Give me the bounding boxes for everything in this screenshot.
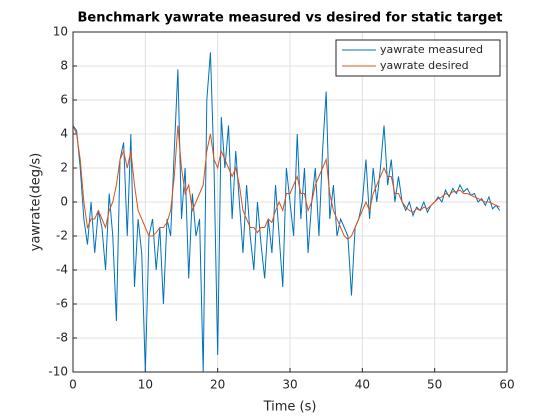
- y-tick-label: -2: [56, 229, 68, 243]
- x-tick-label: 0: [69, 378, 77, 392]
- x-tick-label: 10: [138, 378, 153, 392]
- y-tick-label: 4: [60, 127, 68, 141]
- data-line: [72, 125, 500, 241]
- y-tick-label: 10: [53, 25, 68, 39]
- x-tick-label: 60: [499, 378, 514, 392]
- data-line: [72, 52, 501, 373]
- y-tick-label: 2: [60, 161, 68, 175]
- legend-label: yawrate measured: [380, 43, 483, 56]
- y-tick-label: -6: [56, 297, 68, 311]
- legend-label: yawrate desired: [380, 59, 469, 72]
- y-tick-label: 6: [60, 93, 68, 107]
- y-tick-label: -8: [56, 331, 68, 345]
- y-tick-label: 0: [60, 195, 68, 209]
- x-axis-label: Time (s): [263, 400, 317, 415]
- x-tick-label: 30: [282, 378, 297, 392]
- x-tick-label: 50: [427, 378, 442, 392]
- y-tick-label: -10: [48, 365, 68, 379]
- chart-title: Benchmark yawrate measured vs desired fo…: [77, 11, 502, 26]
- axes-box: [72, 31, 508, 373]
- legend-box: [335, 39, 501, 77]
- y-tick-label: 8: [60, 59, 68, 73]
- y-axis-label: yawrate(deg/s): [29, 153, 44, 252]
- x-tick-label: 20: [210, 378, 225, 392]
- y-tick-label: -4: [56, 263, 68, 277]
- x-tick-label: 40: [355, 378, 370, 392]
